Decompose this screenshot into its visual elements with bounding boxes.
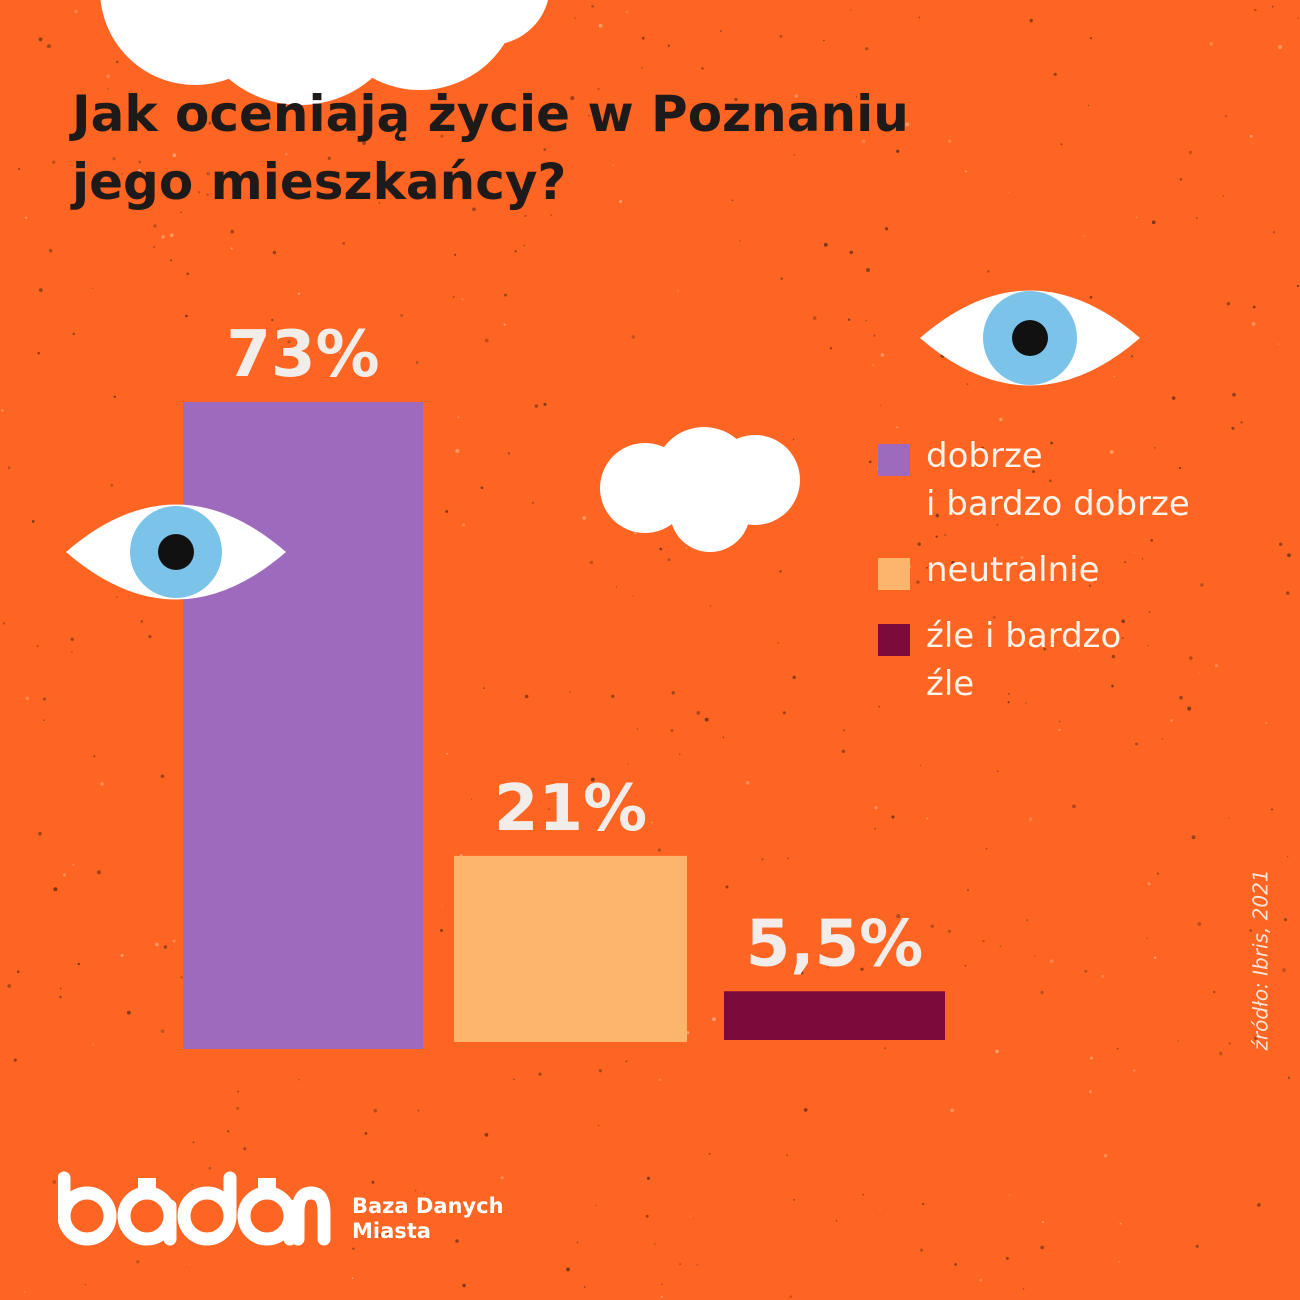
bar-1 — [183, 402, 423, 1049]
legend-item-neutral: neutralnie — [876, 546, 1276, 594]
legend-item-bad: źle i bardzo źle — [876, 612, 1276, 708]
badam-logo: badam — [58, 1171, 331, 1246]
title-line-1: Jak oceniają życie w Poznaniu — [72, 85, 909, 143]
bar-2 — [454, 855, 687, 1042]
eye-icon — [66, 504, 286, 600]
bar-3 — [724, 991, 945, 1040]
legend-label-good-line-1: dobrze — [926, 436, 1043, 476]
legend-label-neutral: neutralnie — [926, 550, 1100, 590]
page-title: Jak oceniają życie w Poznaniu jego miesz… — [72, 80, 1072, 216]
legend-swatch-good — [878, 444, 910, 476]
cloud-icon — [100, 0, 549, 105]
legend-label-bad-line-2: źle — [926, 664, 975, 704]
brand-name: Baza Danych Miasta — [352, 1194, 504, 1244]
legend-label-bad-line-1: źle i bardzo — [926, 616, 1122, 656]
brand-name-line-1: Baza Danych — [352, 1194, 504, 1218]
legend-swatch-bad — [878, 624, 910, 656]
legend-label-good-line-2: i bardzo dobrze — [926, 484, 1190, 524]
bar-value-label-3: 5,5% — [746, 907, 924, 981]
legend: dobrze i bardzo dobrze neutralnie źle i … — [876, 432, 1276, 726]
bar-value-label-2: 21% — [494, 772, 647, 846]
legend-item-good: dobrze i bardzo dobrze — [876, 432, 1276, 528]
legend-swatch-neutral — [878, 558, 910, 590]
brand-name-line-2: Miasta — [352, 1219, 431, 1243]
bar-value-label-1: 73% — [226, 318, 379, 392]
source-label: źródło: Ibris, 2021 — [1249, 869, 1273, 1051]
bar-chart: 73% 21% 5,5% — [183, 318, 945, 1049]
cloud-icon — [600, 427, 800, 552]
title-line-2: jego mieszkańcy? — [72, 153, 567, 211]
eye-icon — [920, 290, 1140, 386]
